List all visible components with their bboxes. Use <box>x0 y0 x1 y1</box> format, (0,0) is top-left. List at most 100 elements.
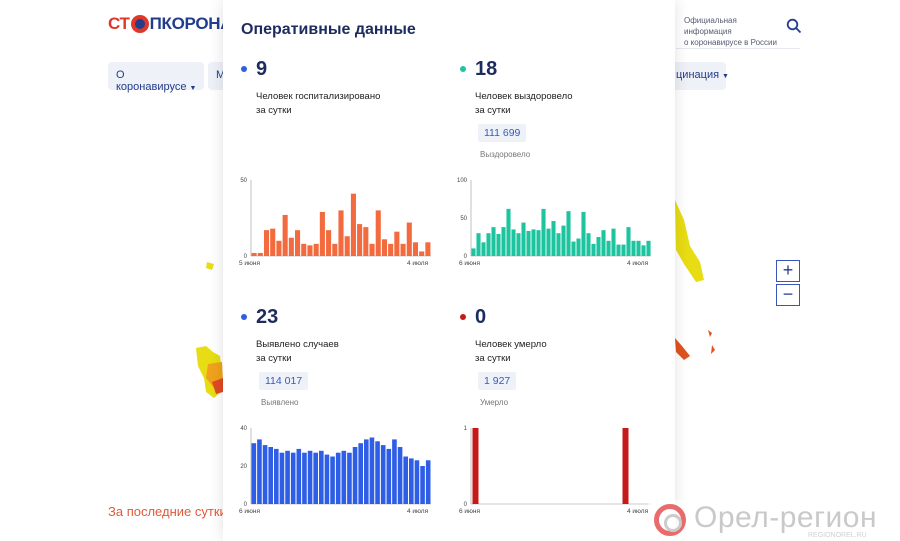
chart-bar[interactable] <box>392 439 397 504</box>
chart-bar[interactable] <box>307 450 313 504</box>
chart-bar[interactable] <box>420 466 425 504</box>
chart-bar[interactable] <box>282 214 288 256</box>
chart-bar[interactable] <box>364 439 369 504</box>
chart-bar[interactable] <box>566 211 571 256</box>
chart-bar[interactable] <box>263 230 270 256</box>
chart-bar[interactable] <box>251 443 257 504</box>
nav-item-about[interactable]: О коронавирусе ▼ <box>108 62 204 93</box>
chart-bar[interactable] <box>288 237 294 256</box>
chart-bar[interactable] <box>531 229 536 256</box>
chart-bar[interactable] <box>641 245 646 256</box>
chart-bar[interactable] <box>352 447 358 504</box>
chart-bar[interactable] <box>344 236 350 256</box>
chart-bar[interactable] <box>332 243 338 256</box>
chart-bar[interactable] <box>394 231 400 256</box>
chart-bar[interactable] <box>279 452 285 504</box>
chart-bar[interactable] <box>338 210 344 256</box>
chart-bar[interactable] <box>472 428 479 504</box>
chart-bar[interactable] <box>581 211 586 256</box>
chart-bar[interactable] <box>556 233 561 256</box>
chart-bar[interactable] <box>414 460 420 504</box>
chart-bar[interactable] <box>251 252 257 256</box>
chart-bar[interactable] <box>646 240 651 256</box>
chart-bar[interactable] <box>541 208 546 256</box>
chart-bar[interactable] <box>330 456 335 505</box>
chart-bar[interactable] <box>274 448 279 504</box>
chart-bar[interactable] <box>526 230 531 256</box>
chart-bar[interactable] <box>363 227 369 256</box>
chart-bar[interactable] <box>576 238 581 256</box>
chart-bar[interactable] <box>586 233 591 256</box>
chart-bar[interactable] <box>425 460 431 504</box>
chart-bar[interactable] <box>381 239 387 256</box>
chart-bar[interactable] <box>326 230 332 256</box>
chart-bar[interactable] <box>476 233 481 256</box>
chart-bar[interactable] <box>388 243 394 256</box>
chart-bar[interactable] <box>631 240 636 256</box>
chart-bar[interactable] <box>506 208 511 256</box>
chart-bar[interactable] <box>486 233 491 256</box>
chart-bar[interactable] <box>561 225 566 256</box>
last-day-link[interactable]: За последние сутки <box>108 504 227 519</box>
chart-bar[interactable] <box>319 211 325 256</box>
chart-bar[interactable] <box>425 242 431 256</box>
chart-bar[interactable] <box>296 448 302 504</box>
chart-bar[interactable] <box>386 448 392 504</box>
chart-bar[interactable] <box>501 227 506 256</box>
chart-bar[interactable] <box>397 447 403 504</box>
chart-bar[interactable] <box>270 228 276 256</box>
header-info[interactable]: Официальная информация о коронавирусе в … <box>684 15 784 48</box>
chart-bar[interactable] <box>636 240 641 256</box>
chart-bar[interactable] <box>611 228 616 256</box>
chart-bar[interactable] <box>276 240 282 256</box>
chart-bar[interactable] <box>511 229 516 256</box>
chart-bar[interactable] <box>307 245 313 256</box>
chart-bar[interactable] <box>403 456 408 505</box>
chart-bar[interactable] <box>268 447 273 504</box>
chart-bar[interactable] <box>471 248 476 256</box>
chart-bar[interactable] <box>536 230 541 256</box>
chart-bar[interactable] <box>601 230 606 256</box>
zoom-out-button[interactable]: − <box>776 284 800 306</box>
chart-bar[interactable] <box>606 240 611 256</box>
chart-bar[interactable] <box>571 241 576 256</box>
chart-bar[interactable] <box>357 224 363 256</box>
chart-bar[interactable] <box>335 452 341 504</box>
chart-bar[interactable] <box>400 243 406 256</box>
chart-bar[interactable] <box>546 228 551 256</box>
chart-bar[interactable] <box>622 428 629 504</box>
zoom-in-button[interactable]: + <box>776 260 800 282</box>
chart-bar[interactable] <box>491 227 496 256</box>
chart-bar[interactable] <box>302 452 307 504</box>
chart-bar[interactable] <box>596 237 601 256</box>
chart-bar[interactable] <box>319 450 324 504</box>
chart-bar[interactable] <box>350 193 356 256</box>
chart-bar[interactable] <box>375 210 381 256</box>
chart-bar[interactable] <box>262 445 268 504</box>
chart-bar[interactable] <box>369 437 375 505</box>
chart-bar[interactable] <box>369 243 375 256</box>
chart-bar[interactable] <box>375 441 380 504</box>
chart-bar[interactable] <box>341 450 347 504</box>
chart-bar[interactable] <box>419 251 425 256</box>
chart-bar[interactable] <box>313 243 319 256</box>
search-icon[interactable] <box>786 18 802 34</box>
chart-bar[interactable] <box>406 222 412 256</box>
chart-bar[interactable] <box>481 242 486 256</box>
chart-bar[interactable] <box>313 452 318 504</box>
chart-bar[interactable] <box>295 230 301 256</box>
chart-bar[interactable] <box>616 244 621 256</box>
chart-bar[interactable] <box>324 454 330 504</box>
chart-bar[interactable] <box>621 244 626 256</box>
chart-bar[interactable] <box>521 222 526 256</box>
chart-bar[interactable] <box>290 452 296 504</box>
chart-bar[interactable] <box>257 439 262 504</box>
chart-bar[interactable] <box>516 233 521 256</box>
chart-bar[interactable] <box>591 243 596 256</box>
chart-bar[interactable] <box>412 242 419 256</box>
chart-bar[interactable] <box>257 252 263 256</box>
chart-bar[interactable] <box>409 458 414 504</box>
chart-bar[interactable] <box>626 227 631 256</box>
chart-bar[interactable] <box>496 233 501 256</box>
chart-bar[interactable] <box>347 452 352 504</box>
